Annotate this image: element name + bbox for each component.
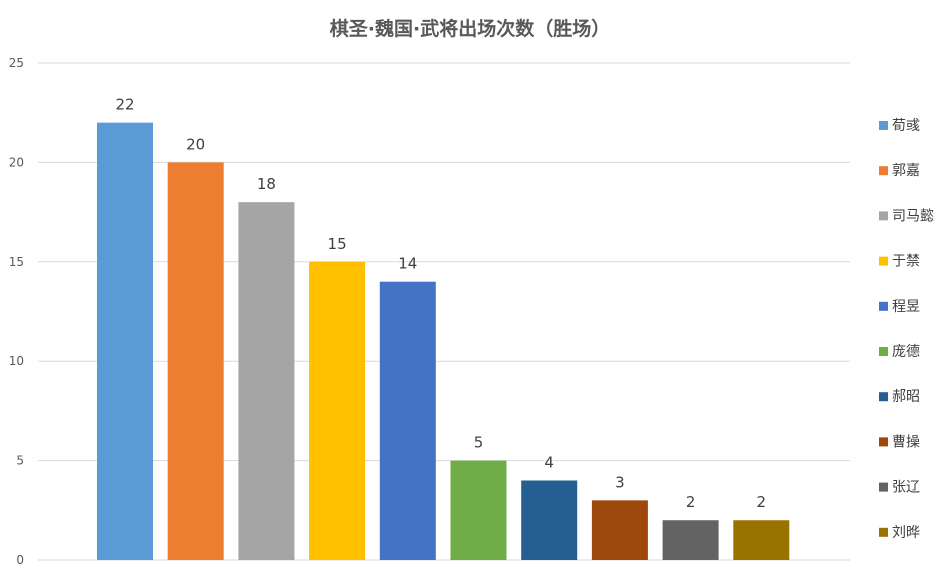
bar-value-label: 2	[757, 493, 767, 511]
legend-item-label: 程昱	[892, 299, 920, 315]
y-tick-label: 5	[16, 454, 24, 468]
legend-item-label: 曹操	[892, 434, 920, 450]
bar-1	[97, 122, 153, 560]
y-tick-label: 15	[9, 255, 24, 269]
legend-swatch	[879, 121, 888, 130]
chart-title: 棋圣·魏国·武将出场次数（胜场）	[330, 17, 610, 40]
legend-item-label: 刘晔	[892, 525, 920, 541]
bar-7	[521, 480, 578, 560]
bar-5	[379, 281, 436, 560]
legend-item-label: 郝昭	[892, 389, 920, 405]
bar-value-label: 20	[186, 135, 205, 153]
bar-value-label: 2	[686, 493, 696, 511]
bar-8	[591, 500, 648, 560]
legend-swatch	[879, 527, 888, 537]
y-tick-label: 20	[9, 155, 24, 169]
bar-value-label: 14	[398, 255, 417, 273]
bar-value-label: 3	[615, 473, 625, 491]
bar-value-label: 18	[257, 175, 276, 193]
y-tick-label: 0	[16, 553, 24, 567]
legend-item-label: 郭嘉	[892, 162, 920, 179]
legend-item-label: 庞德	[892, 344, 920, 360]
legend-swatch	[879, 211, 888, 221]
bars	[97, 122, 790, 560]
legend-swatch	[879, 301, 888, 311]
bar-10	[733, 520, 790, 560]
bar-value-label: 4	[544, 453, 554, 471]
legend-swatch	[879, 256, 888, 266]
y-tick-label: 10	[9, 354, 24, 368]
legend-swatch	[879, 166, 888, 176]
bar-3	[238, 202, 295, 560]
bar-2	[167, 162, 224, 560]
legend-item-label: 于禁	[892, 254, 920, 270]
legend-swatch	[879, 392, 888, 402]
legend-item-label: 荀彧	[892, 118, 920, 134]
bar-value-label: 15	[328, 235, 347, 253]
legend-item-label: 张辽	[892, 480, 920, 496]
y-axis-ticks: 0 5 10 15 20 25	[9, 56, 24, 567]
bar-value-label: 5	[474, 434, 484, 452]
legend-swatch	[879, 347, 888, 356]
legend-item-label: 司马懿	[892, 208, 934, 224]
legend-swatch	[879, 482, 888, 492]
y-tick-label: 25	[9, 56, 24, 70]
bar-value-label: 22	[115, 96, 134, 114]
bar-4	[309, 261, 366, 560]
bar-9	[662, 520, 719, 560]
bar-6	[450, 460, 507, 560]
legend-swatch	[879, 437, 888, 447]
